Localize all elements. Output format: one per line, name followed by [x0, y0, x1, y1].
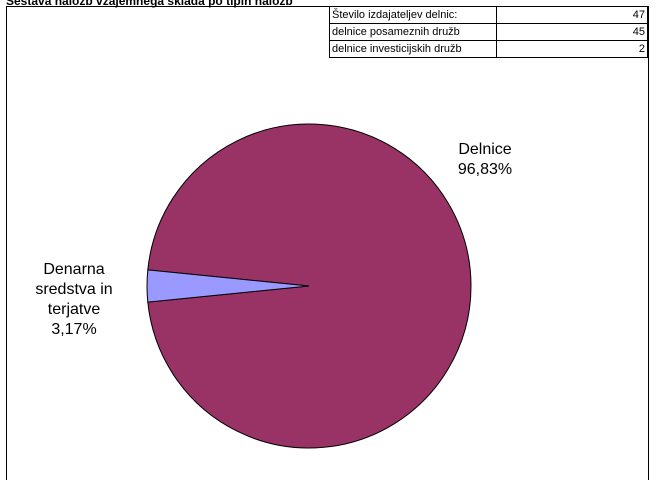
slice-label-line: Delnice [458, 141, 512, 158]
table-cell-label: delnice investicijskih družb [329, 40, 497, 58]
slice-label-line: 96,83% [457, 161, 513, 178]
slice-label-line: sredstva in [35, 281, 113, 298]
slice-label-delnice: Delnice 96,83% [440, 140, 530, 180]
pie-slice-delnice [147, 123, 472, 449]
issuer-info-table: Število izdajateljev delnic: 47 delnice … [329, 6, 648, 58]
chart-frame [6, 6, 649, 480]
slice-label-line: 3,17% [51, 321, 97, 338]
table-cell-value: 2 [496, 40, 648, 58]
pie-slice-denarna [146, 269, 310, 303]
slice-label-line: terjatve [47, 301, 101, 318]
chart-title: Sestava naložb vzajemnega sklada po tipi… [6, 0, 293, 8]
slice-label-line: Denarna [43, 261, 105, 278]
table-row: delnice investicijskih družb 2 [329, 40, 648, 58]
slice-label-denarna: Denarna sredstva in terjatve 3,17% [22, 260, 126, 340]
table-row: delnice posameznih družb 45 [329, 23, 648, 41]
